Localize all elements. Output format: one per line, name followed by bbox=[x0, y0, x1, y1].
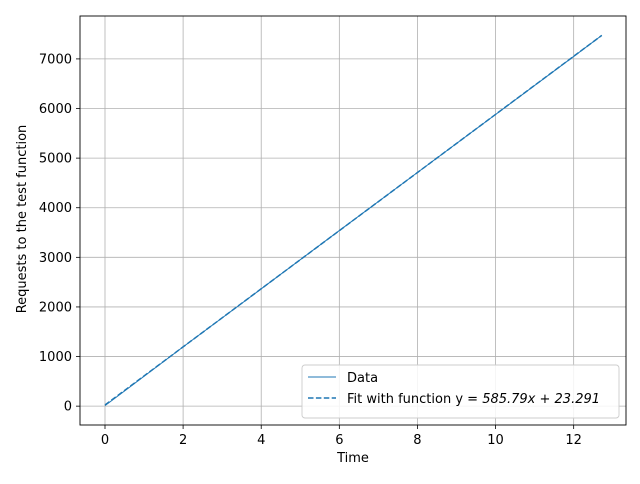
y-tick-label: 4000 bbox=[39, 201, 72, 216]
y-tick-label: 5000 bbox=[39, 152, 72, 167]
x-tick-label: 8 bbox=[413, 433, 421, 448]
legend-box bbox=[301, 364, 620, 419]
x-tick-label: 10 bbox=[487, 433, 504, 448]
x-tick-label: 6 bbox=[335, 433, 343, 448]
y-tick-label: 1000 bbox=[39, 350, 72, 365]
fit-series-line bbox=[104, 34, 603, 406]
plot-lines bbox=[104, 34, 603, 407]
x-tick-label: 2 bbox=[179, 433, 187, 448]
x-axis-ticks: 0 2 4 6 8 10 12 bbox=[101, 425, 582, 448]
y-tick-label: 6000 bbox=[39, 102, 72, 117]
x-tick-label: 4 bbox=[257, 433, 265, 448]
y-axis-label: Requests to the test function bbox=[15, 125, 30, 314]
y-tick-label: 3000 bbox=[39, 251, 72, 266]
legend-fit-formula: 585.79x + 23.291 bbox=[482, 392, 600, 407]
y-tick-label: 7000 bbox=[39, 52, 72, 67]
legend-data-label: Data bbox=[347, 371, 378, 386]
x-axis-label: Time bbox=[336, 451, 369, 466]
legend-fit-label: Fit with function y = 585.79x + 23.291 bbox=[347, 392, 600, 407]
legend-fit-prefix: Fit with function y = bbox=[347, 392, 482, 407]
axes-frame bbox=[79, 15, 627, 426]
y-axis-ticks: 0 1000 2000 3000 4000 5000 6000 7000 bbox=[39, 52, 80, 415]
y-tick-label: 2000 bbox=[39, 300, 72, 315]
x-tick-label: 12 bbox=[565, 433, 582, 448]
x-tick-label: 0 bbox=[101, 433, 109, 448]
y-tick-label: 0 bbox=[64, 400, 72, 415]
legend: Data Fit with function y = 585.79x + 23.… bbox=[301, 364, 620, 419]
